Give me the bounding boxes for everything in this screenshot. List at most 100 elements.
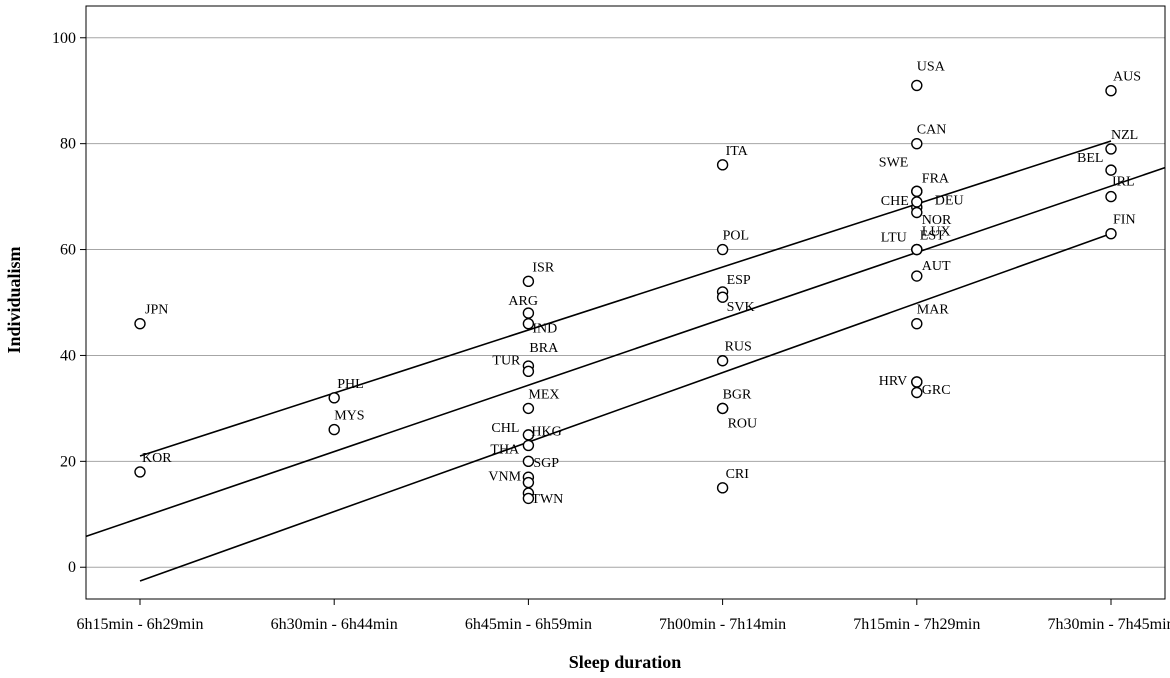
point-label-bgr: BGR xyxy=(723,387,752,402)
point-label-aut: AUT xyxy=(922,259,951,274)
data-point-aus xyxy=(1105,85,1117,97)
point-label-irl: IRL xyxy=(1112,175,1135,190)
point-label-grc: GRC xyxy=(922,383,951,398)
point-label-bra: BRA xyxy=(529,341,559,356)
point-label-usa: USA xyxy=(917,59,946,74)
point-label-arg: ARG xyxy=(508,294,538,309)
data-point-usa xyxy=(911,79,923,92)
point-label-aus: AUS xyxy=(1113,70,1141,85)
data-point-fin xyxy=(1105,227,1117,240)
data-point-vnm xyxy=(522,476,535,489)
data-point-kor xyxy=(134,466,146,478)
data-point-ita xyxy=(716,159,729,171)
point-label-chl: CHL xyxy=(491,421,519,436)
point-label-mys: MYS xyxy=(334,409,364,424)
point-label-est: EST xyxy=(920,229,945,244)
data-point-irl xyxy=(1105,190,1117,203)
x-axis-title: Sleep duration xyxy=(569,652,682,672)
data-point-phl xyxy=(328,392,340,404)
point-label-mex: MEX xyxy=(528,387,559,402)
point-label-esp: ESP xyxy=(727,273,751,288)
fit-lines xyxy=(85,140,1166,582)
x-tick-label: 7h30min - 7h45min xyxy=(1047,616,1170,633)
data-point-nzl xyxy=(1105,143,1117,155)
fit-line xyxy=(85,166,1166,538)
point-label-hkg: HKG xyxy=(531,424,561,439)
point-label-bel: BEL xyxy=(1077,151,1103,166)
data-point-hkg xyxy=(522,439,535,452)
point-label-tur: TUR xyxy=(492,353,521,368)
y-tick-label: 100 xyxy=(52,30,76,47)
plot-frame xyxy=(85,5,1166,600)
point-label-cri: CRI xyxy=(726,467,750,482)
data-point-can xyxy=(911,137,923,150)
data-point-nor xyxy=(911,196,923,208)
point-label-phl: PHL xyxy=(337,377,363,392)
data-point-pol xyxy=(716,243,729,256)
x-tick-label: 6h45min - 6h59min xyxy=(465,616,592,633)
point-label-sgp: SGP xyxy=(533,456,559,471)
data-point-bel xyxy=(1105,164,1117,176)
point-label-twn: TWN xyxy=(531,492,563,507)
point-label-lux: LUX xyxy=(922,225,951,240)
data-point-mar xyxy=(911,317,923,330)
data-point-jpn xyxy=(134,317,146,330)
point-label-fra: FRA xyxy=(922,171,950,186)
y-tick-label: 60 xyxy=(60,242,76,259)
point-label-jpn: JPN xyxy=(145,303,168,318)
point-label-che: CHE xyxy=(881,194,909,209)
point-label-nor: NOR xyxy=(922,213,952,228)
data-point-svk xyxy=(716,291,729,303)
data-point-arg xyxy=(522,307,535,319)
data-point xyxy=(911,386,923,399)
point-label-fin: FIN xyxy=(1113,213,1136,228)
data-point-deu xyxy=(911,206,923,219)
y-tick-label: 20 xyxy=(60,453,76,470)
data-point-lux xyxy=(911,243,923,256)
x-tick-label: 7h00min - 7h14min xyxy=(659,616,786,633)
data-point-mys xyxy=(328,423,340,436)
x-tick-label: 6h30min - 6h44min xyxy=(271,616,398,633)
data-point-rou xyxy=(716,402,729,415)
point-label-tha: THA xyxy=(490,442,520,457)
x-tick-label: 7h15min - 7h29min xyxy=(853,616,980,633)
y-tick-label: 40 xyxy=(60,347,76,364)
point-label-deu: DEU xyxy=(935,193,964,208)
point-label-ltu: LTU xyxy=(881,231,907,246)
data-points xyxy=(134,79,1117,505)
point-label-svk: SVK xyxy=(727,300,755,315)
data-point-fra xyxy=(911,185,923,198)
data-point-cri xyxy=(716,482,729,494)
point-label-mar: MAR xyxy=(917,303,950,318)
data-point-rus xyxy=(716,355,729,367)
point-label-ita: ITA xyxy=(726,144,749,159)
point-label-rus: RUS xyxy=(725,340,752,355)
y-axis-ticks: 0 20 40 60 80 100 xyxy=(52,30,86,576)
data-point-mex xyxy=(522,402,535,415)
point-label-isr: ISR xyxy=(532,260,554,275)
point-label-kor: KOR xyxy=(142,451,172,466)
data-point-tha xyxy=(522,455,535,468)
point-label-rou: ROU xyxy=(728,416,758,431)
x-tick-label: 6h15min - 6h29min xyxy=(76,616,203,633)
point-label-swe: SWE xyxy=(879,155,909,170)
y-axis-title: Individualism xyxy=(4,246,24,353)
point-label-can: CAN xyxy=(917,123,947,138)
point-label-nzl: NZL xyxy=(1111,128,1138,143)
fit-line xyxy=(139,140,1112,457)
data-point-ind xyxy=(522,317,535,330)
data-point-grc xyxy=(911,376,923,388)
point-label-vnm: VNM xyxy=(488,470,521,485)
point-labels: JPN KOR PHL MYS ISR ARG IND BRA TUR MEX CHL HKG THA S… xyxy=(142,59,1141,507)
point-label-hrv: HRV xyxy=(879,374,907,389)
data-point-isr xyxy=(522,275,535,288)
fit-line xyxy=(139,232,1112,582)
data-point-aut xyxy=(911,270,923,282)
point-label-ind: IND xyxy=(532,322,557,337)
grid-lines xyxy=(86,37,1165,568)
data-point xyxy=(522,492,535,505)
point-label-pol: POL xyxy=(723,229,749,244)
y-tick-label: 0 xyxy=(68,559,76,576)
y-tick-label: 80 xyxy=(60,136,76,153)
